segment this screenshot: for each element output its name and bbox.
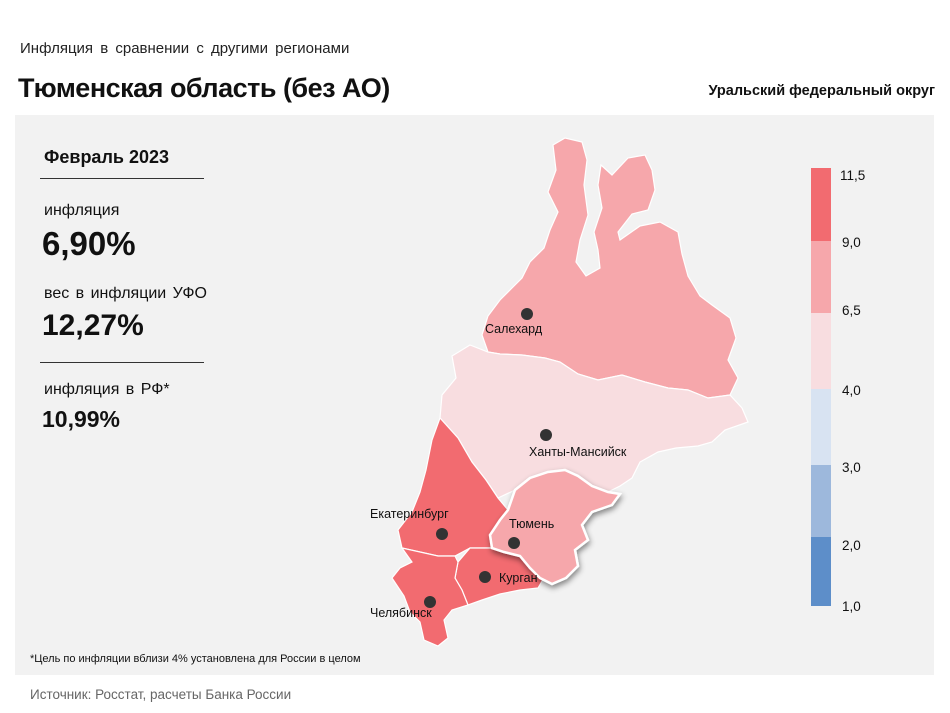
inflation-value: 6,90%	[42, 225, 136, 262]
district-label: Уральский федеральный округ	[708, 83, 935, 99]
page-title: Тюменская область (без АО)	[18, 73, 390, 103]
legend-band-3	[811, 313, 831, 389]
city-kurgan: Курган	[479, 571, 538, 585]
inflation-label: инфляция	[44, 202, 120, 219]
divider-bottom	[40, 362, 204, 363]
legend-band-4	[811, 389, 831, 465]
legend-tick-4-0: 4,0	[842, 383, 861, 398]
legend-tick-1-0: 1,0	[842, 599, 861, 614]
region-sverdlovsk	[397, 416, 509, 557]
rf-inflation-value: 10,99%	[42, 406, 121, 432]
legend-band-1	[811, 168, 831, 241]
source-note: Источник: Росстат, расчеты Банка России	[30, 687, 292, 702]
city-label-chelyabinsk: Челябинск	[370, 606, 432, 620]
weight-value: 12,27%	[42, 309, 144, 342]
legend-tick-9-0: 9,0	[842, 235, 861, 250]
period-label: Февраль 2023	[44, 147, 169, 167]
legend-tick-3-0: 3,0	[842, 460, 861, 475]
divider-top	[40, 178, 204, 179]
city-ekaterinburg: Екатеринбург	[370, 507, 449, 540]
city-label-kurgan: Курган	[499, 571, 538, 585]
legend-band-2	[811, 241, 831, 313]
legend-tick-11-5: 11,5	[840, 168, 865, 183]
city-khanty-mansiysk: Ханты-Мансийск	[529, 429, 627, 459]
legend-tick-2-0: 2,0	[842, 538, 861, 553]
legend-band-5	[811, 465, 831, 537]
region-tyumen	[488, 468, 623, 586]
city-salekhard: Салехард	[485, 308, 543, 336]
chart-subtitle: Инфляция в сравнении с другими регионами	[20, 40, 350, 57]
region-yamal	[481, 137, 739, 399]
legend-tick-6-5: 6,5	[842, 303, 861, 318]
weight-label: вес в инфляции УФО	[44, 285, 207, 302]
city-label-ekaterinburg: Екатеринбург	[370, 507, 449, 521]
city-label-salekhard: Салехард	[485, 322, 543, 336]
city-chelyabinsk: Челябинск	[370, 596, 436, 620]
city-label-khanty-mansiysk: Ханты-Мансийск	[529, 445, 627, 459]
footnote: *Цель по инфляции вблизи 4% установлена …	[30, 653, 361, 665]
color-legend: 11,5 9,0 6,5 4,0 3,0 2,0 1,0	[811, 168, 865, 614]
rf-inflation-label: инфляция в РФ*	[44, 381, 170, 398]
city-label-tyumen: Тюмень	[509, 517, 554, 531]
city-tyumen: Тюмень	[508, 517, 554, 549]
legend-band-6	[811, 537, 831, 606]
